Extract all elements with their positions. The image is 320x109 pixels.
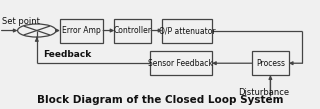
- Text: Error Amp: Error Amp: [62, 26, 101, 35]
- Text: Feedback: Feedback: [43, 50, 92, 59]
- Text: Sensor Feedback: Sensor Feedback: [148, 59, 213, 68]
- Text: Block Diagram of the Closed Loop System: Block Diagram of the Closed Loop System: [37, 95, 283, 105]
- Bar: [162, 19, 212, 43]
- Text: Disturbance: Disturbance: [238, 88, 290, 97]
- Circle shape: [18, 24, 56, 37]
- Bar: [252, 51, 289, 75]
- Bar: [60, 19, 103, 43]
- Bar: [149, 51, 212, 75]
- Text: O/P attenuator: O/P attenuator: [159, 26, 215, 35]
- Text: Set point: Set point: [2, 17, 39, 26]
- Text: Process: Process: [256, 59, 285, 68]
- Text: Controller: Controller: [114, 26, 152, 35]
- Bar: [115, 19, 151, 43]
